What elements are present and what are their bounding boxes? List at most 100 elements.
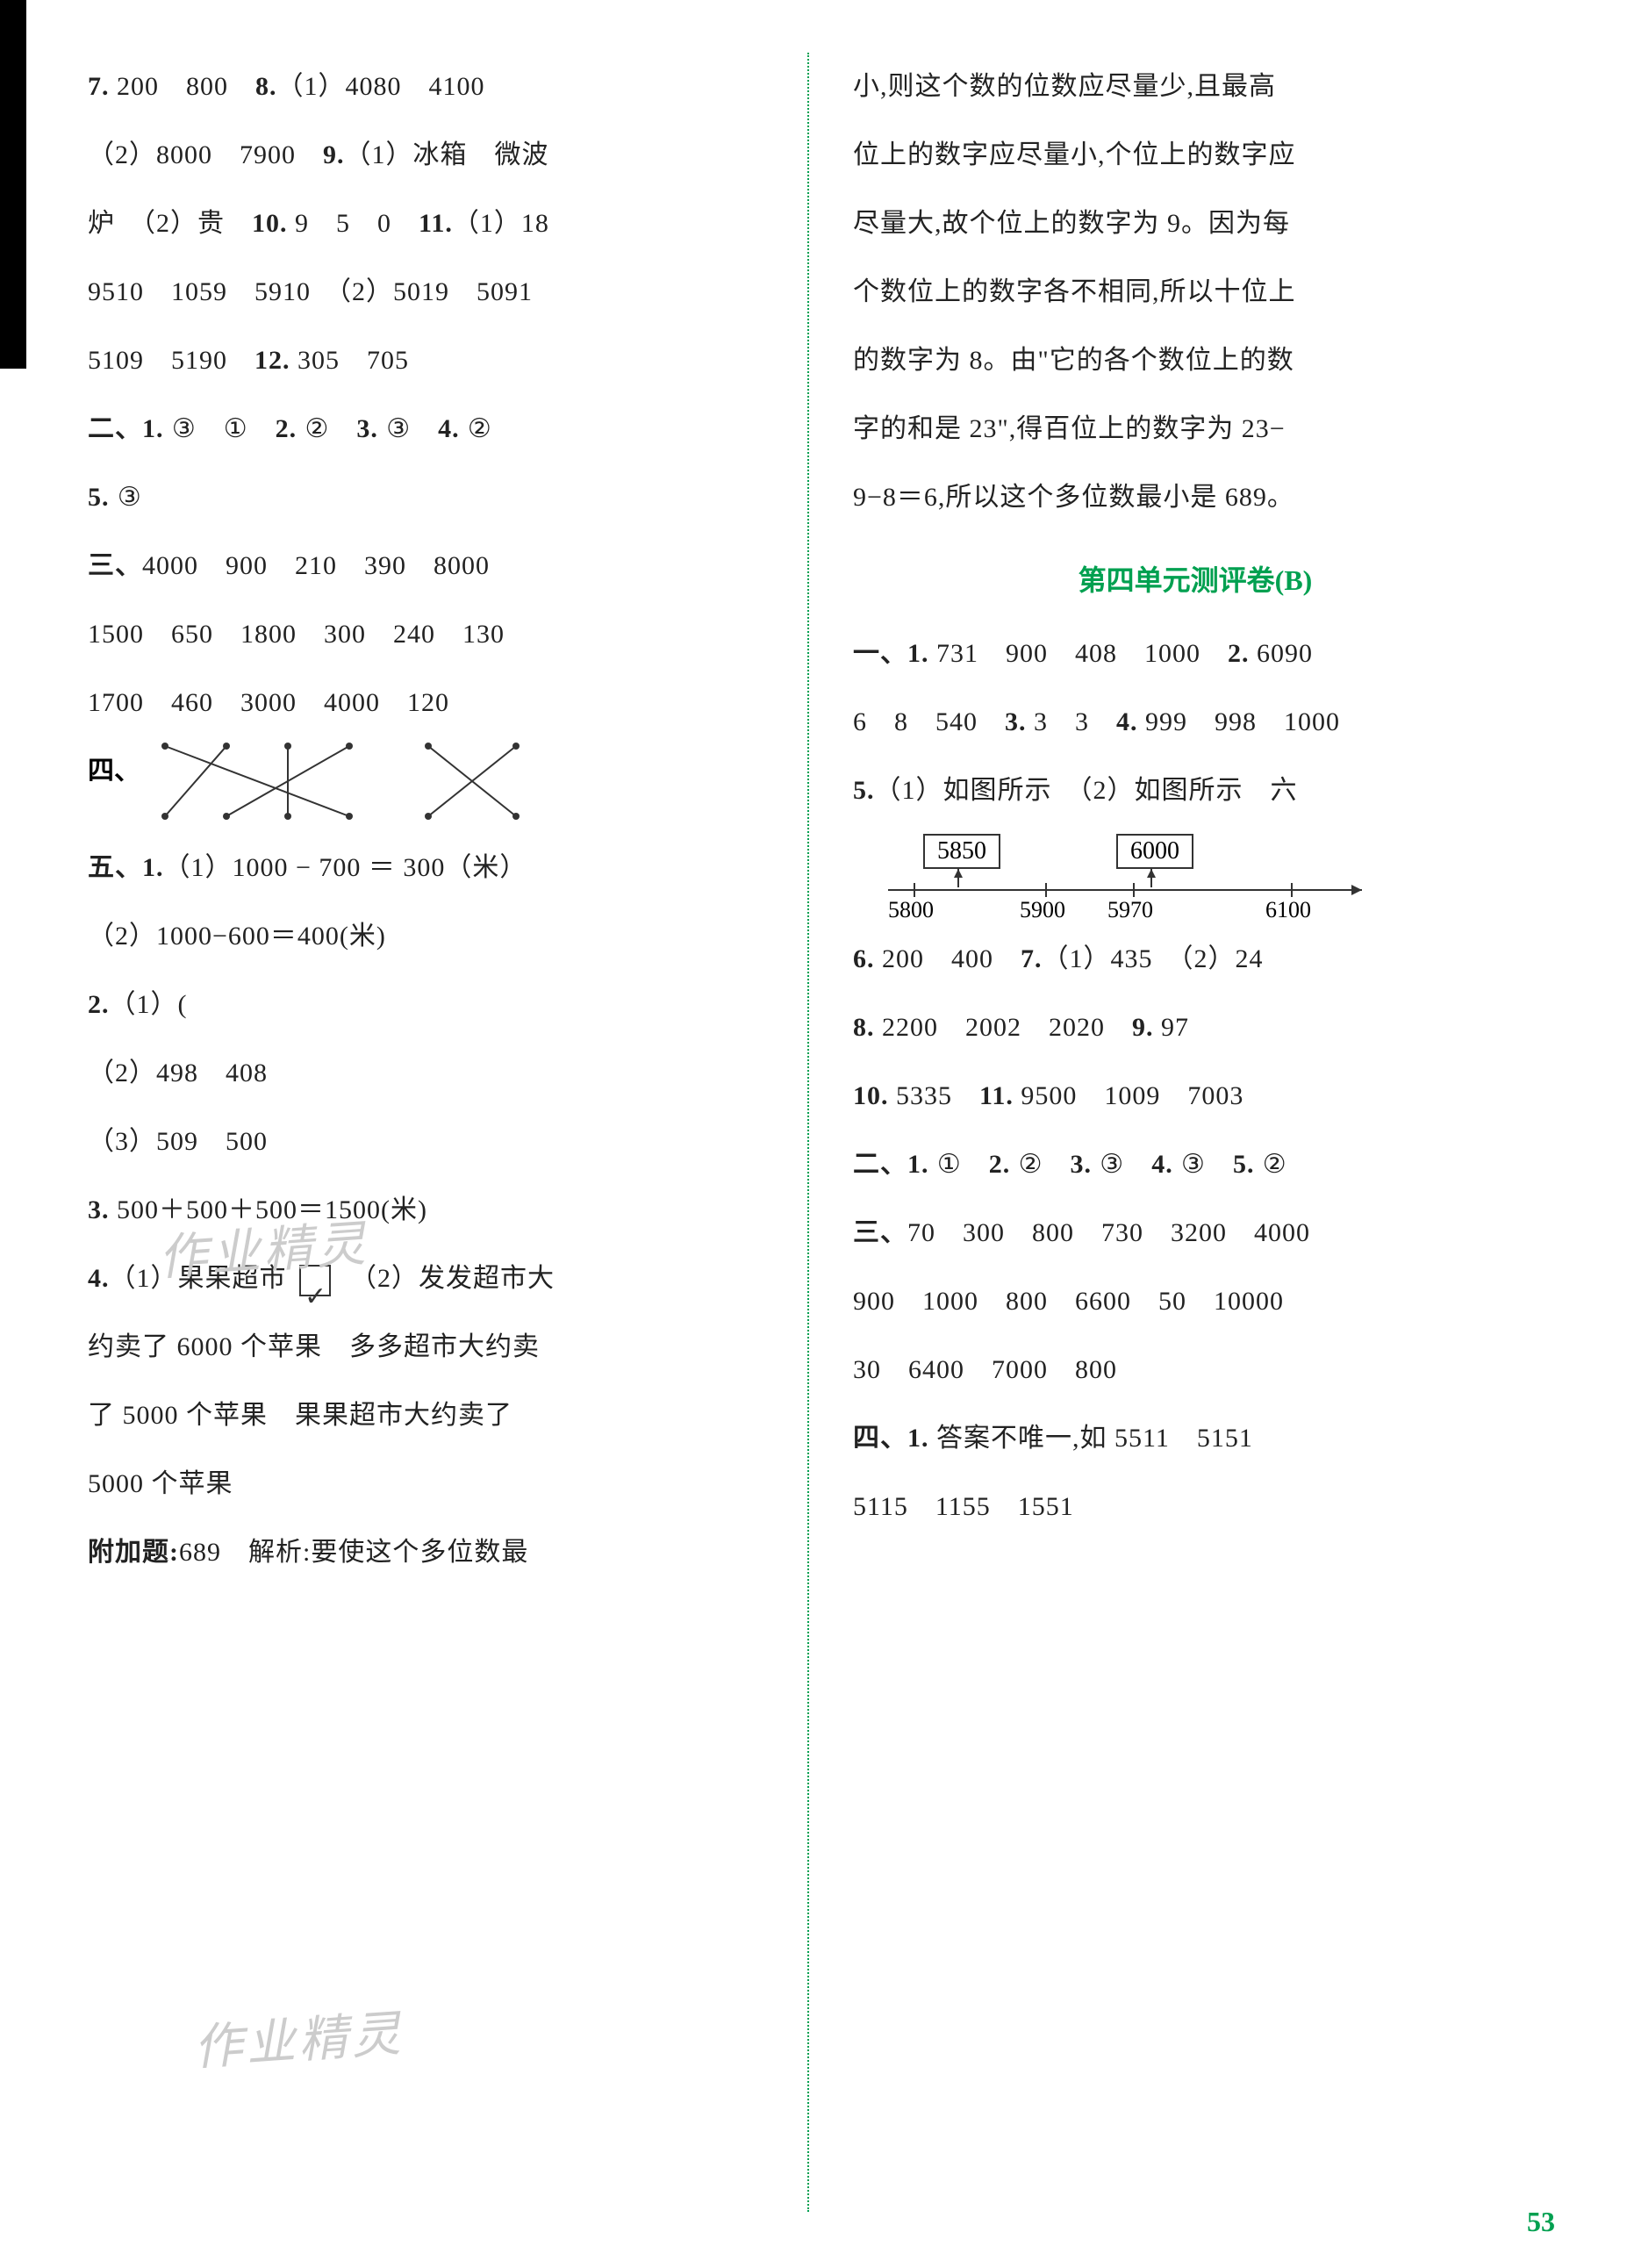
answer-text: （1）冰箱 微波	[345, 140, 549, 169]
text-line: 一、1. 731 900 408 1000 2. 6090	[853, 620, 1537, 688]
page-number: 53	[1527, 2206, 1555, 2238]
answer-text: 689 解析:要使这个多位数最	[179, 1538, 528, 1567]
text-line: 5000 个苹果	[88, 1450, 772, 1518]
page-container: 7. 200 800 8.（1）4080 4100 （2）8000 7900 9…	[53, 53, 1564, 2212]
answer-text: 731 900 408 1000	[929, 639, 1229, 668]
answer-text: 3 3	[1027, 707, 1117, 736]
column-divider	[807, 53, 809, 2212]
text-line: 2.（1）(	[88, 971, 772, 1039]
text-line: （2）1000−600＝400(米)	[88, 902, 772, 971]
answer-text: ③	[378, 414, 438, 443]
answer-text: ③	[1092, 1150, 1151, 1179]
text-line: 7. 200 800 8.（1）4080 4100	[88, 53, 772, 121]
item-number: 3.	[88, 1195, 110, 1224]
numline-box: 6000	[1116, 834, 1193, 869]
section-label: 四、	[853, 1424, 907, 1453]
answer-text: 97	[1154, 1013, 1190, 1042]
text-line: 约卖了 6000 个苹果 多多超市大约卖	[88, 1313, 772, 1382]
item-number: 1.	[907, 1424, 929, 1453]
section-four-row: 四、	[88, 737, 772, 834]
item-number: 5.	[1233, 1150, 1255, 1179]
item-number: 9.	[1132, 1013, 1154, 1042]
answer-text: 6 8 540	[853, 707, 1005, 736]
text-line: 1700 460 3000 4000 120	[88, 669, 772, 737]
text-line: 四、1. 答案不唯一,如 5511 5151	[853, 1404, 1537, 1473]
answer-text: 999 998 1000	[1138, 707, 1341, 736]
text-line: 小,则这个数的位数应尽量少,且最高	[853, 53, 1537, 121]
tick-label: 5900	[1020, 897, 1065, 923]
answer-text: （2）1000−600＝400(米)	[88, 922, 386, 951]
answer-text: ②	[1254, 1150, 1286, 1179]
item-number: 9.	[323, 140, 345, 169]
text-line: 8. 2200 2002 2020 9. 97	[853, 994, 1537, 1062]
answer-text: （1）果果超市	[110, 1264, 295, 1293]
text-line: 900 1000 800 6600 50 10000	[853, 1267, 1537, 1336]
answer-text: （1）18	[453, 209, 549, 238]
bonus-label: 附加题:	[88, 1538, 179, 1567]
item-number: 12.	[254, 346, 290, 375]
answer-text: 5000 个苹果	[88, 1469, 233, 1498]
text-line: 9−8＝6,所以这个多位数最小是 689。	[853, 463, 1537, 532]
explanation-text: 尽量大,故个位上的数字为 9。因为每	[853, 209, 1290, 238]
left-column: 7. 200 800 8.（1）4080 4100 （2）8000 7900 9…	[53, 53, 799, 2212]
item-number: 2.	[276, 414, 297, 443]
answer-text: 2200 2002 2020	[875, 1013, 1133, 1042]
right-column: 小,则这个数的位数应尽量少,且最高 位上的数字应尽量小,个位上的数字应 尽量大,…	[818, 53, 1564, 2212]
text-line: 三、4000 900 210 390 8000	[88, 532, 772, 600]
answer-text: 了 5000 个苹果 果果超市大约卖了	[88, 1401, 512, 1430]
answer-text: 900 1000 800 6600 50 10000	[853, 1287, 1284, 1316]
checkmark-box	[299, 1265, 331, 1296]
section-label: 二、	[853, 1150, 907, 1179]
text-line: 6 8 540 3. 3 3 4. 999 998 1000	[853, 688, 1537, 757]
text-line: 6. 200 400 7.（1）435 （2）24	[853, 925, 1537, 994]
explanation-text: 字的和是 23",得百位上的数字为 23−	[853, 414, 1286, 443]
answer-text: （1）4080 4100	[277, 72, 485, 101]
text-line: 位上的数字应尽量小,个位上的数字应	[853, 121, 1537, 190]
answer-text: （1）435 （2）24	[1043, 944, 1264, 973]
unit-title: 第四单元测评卷(B)	[853, 558, 1537, 599]
text-line: 的数字为 8。由"它的各个数位上的数	[853, 327, 1537, 395]
text-line: 附加题:689 解析:要使这个多位数最	[88, 1518, 772, 1587]
answer-text: ②	[1010, 1150, 1070, 1179]
item-number: 3.	[1005, 707, 1027, 736]
answer-text: 200 400	[875, 944, 1021, 973]
item-number: 2.	[989, 1150, 1011, 1179]
answer-text: （2）498 408	[88, 1059, 268, 1087]
tick-label: 5970	[1107, 897, 1153, 923]
text-line: 二、1. ③ ① 2. ② 3. ③ 4. ②	[88, 395, 772, 463]
item-number: 3.	[1070, 1150, 1092, 1179]
answer-text: 6090	[1250, 639, 1314, 668]
text-line: 5.（1）如图所示 （2）如图所示 六	[853, 757, 1537, 825]
text-line: 1500 650 1800 300 240 130	[88, 600, 772, 669]
answer-text: 30 6400 7000 800	[853, 1355, 1117, 1384]
answer-text: ②	[460, 414, 492, 443]
answer-text: 9 5 0	[288, 209, 419, 238]
text-line: 五、1.（1）1000 − 700 ＝ 300（米）	[88, 834, 772, 902]
item-number: 4.	[438, 414, 460, 443]
answer-text: 1500 650 1800 300 240 130	[88, 620, 505, 649]
text-line: 3. 500＋500＋500＝1500(米)	[88, 1176, 772, 1245]
item-number: 1.	[907, 1150, 929, 1179]
matching-diagram	[147, 737, 551, 834]
answer-text: （1）1000 − 700 ＝ 300（米）	[164, 853, 527, 882]
item-number: 7.	[88, 72, 110, 101]
section-label: 三、	[853, 1218, 907, 1247]
section-label: 二、	[88, 414, 142, 443]
answer-text: 1700 460 3000 4000 120	[88, 688, 449, 717]
section-label: 五、	[88, 853, 142, 882]
text-line: 9510 1059 5910 （2）5019 5091	[88, 258, 772, 327]
answer-text: ①	[929, 1150, 989, 1179]
item-number: 8.	[255, 72, 277, 101]
answer-text: （3）509 500	[88, 1127, 268, 1156]
explanation-text: 小,则这个数的位数应尽量少,且最高	[853, 72, 1276, 101]
item-number: 4.	[1116, 707, 1138, 736]
answer-text: 5335	[889, 1081, 980, 1110]
item-number: 3.	[356, 414, 378, 443]
item-number: 4.	[88, 1264, 110, 1293]
answer-text: ③ ①	[164, 414, 276, 443]
item-number: 11.	[979, 1081, 1014, 1110]
item-number: 1.	[142, 414, 164, 443]
item-number: 11.	[419, 209, 453, 238]
text-line: （2）8000 7900 9.（1）冰箱 微波	[88, 121, 772, 190]
item-number: 4.	[1151, 1150, 1173, 1179]
